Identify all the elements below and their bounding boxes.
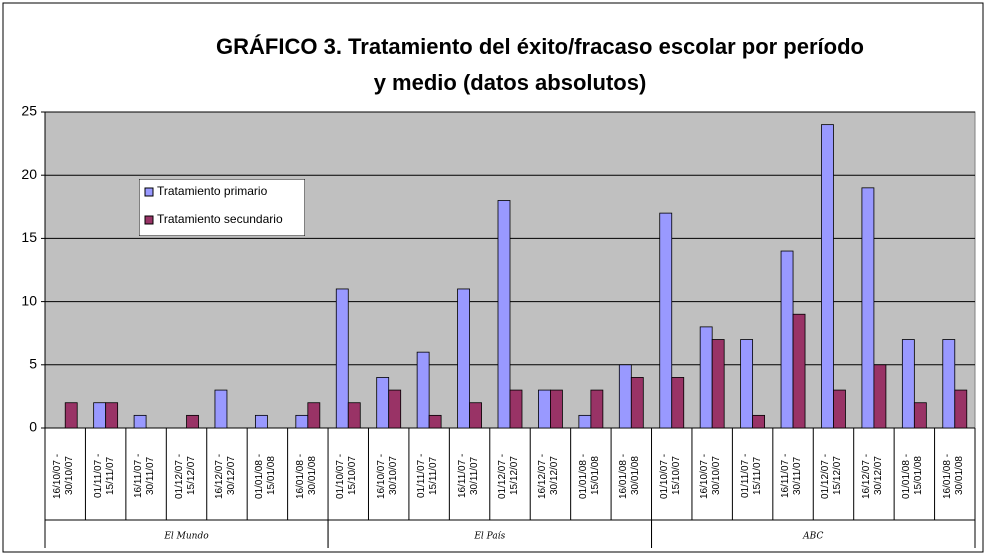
- bar: [335, 288, 349, 429]
- bar: [376, 377, 390, 429]
- x-tick-label: 01/11/07 - 15/11/07: [739, 453, 763, 499]
- bar: [699, 326, 713, 429]
- legend-label: Tratamiento secundario: [157, 212, 283, 226]
- bar: [861, 187, 875, 429]
- bar: [618, 364, 632, 429]
- bar: [578, 414, 592, 429]
- bar: [105, 402, 119, 429]
- x-tick-label: 16/12/07 - 30/12/07: [860, 453, 884, 499]
- x-tick-label: 01/12/07 - 15/12/07: [820, 453, 844, 499]
- bar: [901, 339, 915, 429]
- group-label: ABC: [802, 532, 823, 542]
- y-tick-label: 15: [21, 229, 37, 245]
- bar: [457, 288, 470, 429]
- chart-title: GRÁFICO 3. Tratamiento del éxito/fracaso…: [216, 34, 864, 59]
- bar: [752, 414, 766, 429]
- y-tick-label: 5: [29, 356, 37, 372]
- chart-subtitle: y medio (datos absolutos): [374, 70, 647, 95]
- x-tick-label: 01/11/07 - 15/11/07: [92, 453, 116, 499]
- bar: [538, 389, 551, 429]
- x-tick-label: 01/01/08 - 15/01/08: [901, 453, 925, 499]
- bar: [590, 389, 604, 429]
- bar: [133, 414, 147, 429]
- bar: [186, 414, 199, 429]
- bar: [780, 250, 794, 429]
- y-tick-label: 25: [21, 103, 37, 119]
- bar: [388, 389, 402, 429]
- x-tick-label: 16/10/07 - 30/10/07: [699, 453, 723, 499]
- legend-swatch: [144, 215, 154, 225]
- bar: [416, 351, 430, 429]
- x-tick-label: 01/10/07 - 15/10/07: [658, 453, 682, 499]
- legend-box: [139, 179, 305, 236]
- bar: [954, 389, 968, 429]
- group-label: El Mundo: [163, 532, 209, 542]
- group-label: El País: [473, 531, 505, 542]
- bar: [509, 389, 523, 429]
- x-tick-label: 01/10/07 - 15/10/07: [335, 453, 359, 499]
- x-tick-label: 16/10/07 - 30/10/07: [375, 453, 399, 499]
- bar: [64, 402, 78, 429]
- bar: [659, 212, 673, 429]
- bar: [740, 339, 754, 429]
- x-tick-label: 16/01/08 - 30/01/08: [941, 453, 965, 499]
- x-tick-label: 16/10/07 - 30/10/07: [52, 453, 76, 499]
- bar: [873, 364, 887, 429]
- x-tick-label: 01/11/07 - 15/11/07: [416, 453, 440, 499]
- x-tick-label: 16/12/07 - 30/12/07: [537, 453, 561, 499]
- y-tick-label: 0: [29, 419, 37, 435]
- bar: [550, 389, 563, 429]
- bar: [711, 339, 725, 429]
- bar: [469, 402, 482, 429]
- y-tick-label: 20: [21, 166, 37, 182]
- bar: [254, 414, 268, 429]
- x-tick-label: 01/12/07 - 15/12/07: [173, 453, 197, 499]
- bar: [671, 377, 685, 429]
- x-tick-label: 16/12/07 - 30/12/07: [213, 453, 237, 499]
- bar: [833, 389, 846, 429]
- bar: [497, 200, 511, 429]
- bar: [821, 124, 834, 429]
- bar: [942, 339, 956, 429]
- bar: [347, 402, 361, 429]
- legend: Tratamiento primario Tratamiento secundar…: [139, 179, 305, 236]
- x-tick-label: 01/12/07 - 15/12/07: [497, 453, 520, 499]
- bar: [428, 414, 442, 429]
- legend-swatch: [144, 187, 154, 197]
- x-tick-label: 16/01/08 - 30/01/08: [618, 453, 642, 499]
- bar: [214, 389, 228, 429]
- legend-label: Tratamiento primario: [157, 184, 268, 198]
- bar: [295, 414, 309, 429]
- bar: [307, 402, 321, 429]
- x-tick-label: 01/01/08 - 15/01/08: [254, 453, 278, 499]
- x-tick-label: 16/11/07 - 30/11/07: [780, 453, 804, 499]
- x-tick-label: 16/01/08 - 30/01/08: [294, 453, 318, 499]
- y-tick-label: 10: [21, 292, 37, 308]
- bar: [93, 402, 107, 429]
- x-tick-label: 01/01/08 - 15/01/08: [577, 453, 601, 499]
- x-tick-label: 16/11/07 - 30/11/07: [456, 453, 480, 499]
- bar: [792, 313, 806, 429]
- bar: [630, 377, 644, 429]
- bar: [913, 402, 927, 429]
- x-tick-label: 16/11/07 - 30/11/07: [133, 453, 157, 499]
